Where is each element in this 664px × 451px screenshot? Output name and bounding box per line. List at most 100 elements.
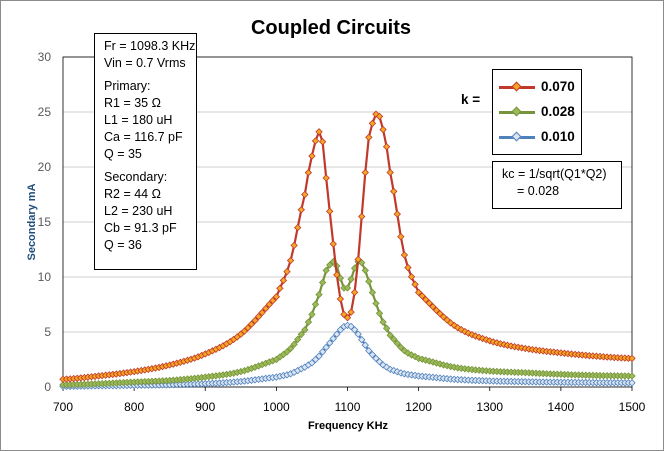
y-tick-label: 0 [44,380,51,394]
param-secondary-heading: Secondary: [104,170,168,184]
data-point [322,343,330,352]
data-point [365,347,373,355]
data-point [365,277,373,286]
data-point [397,232,405,241]
data-point [258,308,266,317]
data-point [322,266,330,275]
y-axis: 0 5 10 15 20 25 30 [38,50,52,394]
x-tick-label: 1300 [476,400,503,414]
data-point [361,266,369,275]
circuit-parameters-box: Fr = 1098.3 KHz Vin = 0.7 Vrms Primary: … [94,33,197,270]
x-axis: 700 800 900 1000 1100 1200 1300 1400 1500 [53,387,646,414]
data-point [251,316,259,325]
x-tick-label: 1200 [405,400,432,414]
data-point [311,355,320,364]
x-axis-label: Frequency KHz [308,420,389,432]
data-point [336,326,345,334]
data-point [361,168,369,177]
y-tick-label: 25 [38,105,52,119]
data-point [240,327,249,335]
data-point [254,312,263,321]
data-point [304,318,313,326]
data-point [279,276,288,285]
data-point [386,331,394,339]
y-tick-label: 30 [38,50,52,64]
data-point [422,295,430,304]
param-q2: Q = 36 [104,238,142,252]
data-point [361,341,369,349]
data-point [336,274,345,282]
x-tick-label: 1000 [263,400,290,414]
data-point [379,125,387,134]
data-point [386,168,394,177]
y-tick-label: 10 [38,270,52,284]
data-point [372,299,380,308]
data-point [326,339,334,347]
data-point [286,256,295,265]
data-point [265,300,273,309]
data-point [368,119,377,128]
legend-swatch-marker [511,106,522,117]
series-0.010 [59,321,636,391]
data-point [322,174,330,182]
data-point [318,278,327,287]
x-tick-label: 900 [195,400,215,414]
data-point [628,354,636,363]
data-point [347,322,355,331]
data-point [429,303,437,311]
data-point [294,335,302,344]
y-tick-label: 15 [38,215,52,229]
legend-label: 0.028 [541,104,575,119]
data-point [301,190,309,199]
y-tick-label: 20 [38,160,52,174]
data-point [382,143,391,151]
data-point [315,352,323,360]
data-point [372,354,380,363]
x-tick-label: 700 [53,400,73,414]
data-point [333,330,341,338]
series-group [59,110,636,391]
data-point [262,304,270,313]
legend-swatch-marker [511,81,522,92]
x-tick-label: 1400 [548,400,575,414]
data-point [418,292,426,300]
legend-label: 0.010 [541,129,575,144]
data-point [290,241,298,250]
kc-formula: kc = 1/sqrt(Q1*Q2) [502,167,607,181]
legend: 0.070 0.028 0.010 [492,69,582,155]
param-fr: Fr = 1098.3 KHz [104,39,196,53]
data-point [329,240,337,248]
data-point [297,206,305,214]
data-point [269,296,277,305]
data-point [276,284,284,293]
data-point [354,330,362,338]
data-point [333,271,341,279]
legend-entry-0028: 0.028 [493,101,581,123]
data-point [375,358,384,366]
param-r2: R2 = 44 Ω [104,187,161,201]
data-point [358,259,366,267]
param-r1: R1 = 35 Ω [104,96,161,110]
param-l1: L1 = 180 uH [104,113,173,127]
data-point [368,351,377,359]
data-point [308,359,316,367]
data-point [375,309,384,317]
y-axis-label: Secondary mA [26,183,38,260]
data-point [382,324,391,332]
x-tick-label: 800 [124,400,144,414]
data-point [628,379,636,387]
data-point [343,284,352,292]
data-point [318,138,327,146]
param-cb: Cb = 91.3 pF [104,221,177,235]
data-point [407,273,416,281]
legend-swatch-marker [511,131,522,142]
data-point [354,255,362,264]
data-point [358,212,366,221]
data-point [315,290,323,299]
x-tick-label: 1500 [619,400,646,414]
legend-entry-0070: 0.070 [493,76,581,98]
data-point [358,336,366,344]
data-point [425,299,433,307]
legend-label: 0.070 [541,79,575,94]
data-point [350,288,359,297]
